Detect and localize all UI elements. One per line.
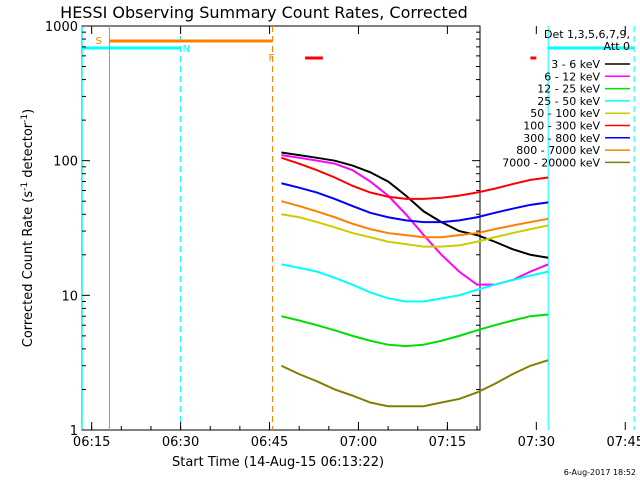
interval-annotations: N S F [81, 26, 635, 430]
y-axis-label-sup1: -1 [20, 182, 30, 191]
footer-date: 6-Aug-2017 18:52 [564, 468, 636, 477]
night-label: N [183, 44, 190, 55]
series-line [281, 213, 549, 248]
y-tick-label: 10 [61, 289, 78, 304]
y-axis-label-mid: detector [21, 122, 36, 182]
legend-label: 12 - 25 keV [537, 83, 600, 96]
series-layer [280, 151, 549, 408]
chart-title: HESSI Observing Summary Count Rates, Cor… [60, 3, 468, 22]
legend-label: 50 - 100 keV [530, 107, 600, 120]
flare-label: F [268, 53, 274, 64]
series-line [281, 154, 549, 286]
legend-label: 6 - 12 keV [544, 70, 600, 83]
y-axis-label-main: Corrected Count Rate (s [21, 191, 36, 348]
x-tick-label: 06:15 [73, 435, 110, 450]
x-axis-label: Start Time (14-Aug-15 06:13:22) [172, 455, 384, 470]
x-axis: 06:15 06:30 06:45 07:00 07:15 07:30 07:45 [73, 26, 640, 450]
legend-header-line-1: Det 1,3,5,6,7,9, [544, 28, 630, 41]
plot-frame [81, 25, 481, 431]
legend-label: 800 - 7000 keV [516, 144, 600, 157]
y-tick-label: 1 [70, 424, 78, 439]
x-tick-label: 07:00 [340, 435, 377, 450]
legend-label: 300 - 800 keV [523, 132, 600, 145]
series-line [281, 263, 549, 303]
x-tick-label: 07:15 [429, 435, 466, 450]
x-tick-label: 06:30 [162, 435, 199, 450]
x-tick-label: 06:45 [251, 435, 288, 450]
series-line [281, 182, 549, 224]
legend-header-line-2: Att 0 [604, 40, 630, 53]
series-line [281, 313, 549, 348]
series-line [280, 359, 549, 408]
x-tick-label: 07:45 [607, 435, 640, 450]
y-axis-label-end: ) [21, 109, 36, 114]
legend-label: 25 - 50 keV [537, 95, 600, 108]
series-line [281, 200, 549, 239]
legend-label: 100 - 300 keV [523, 120, 600, 133]
y-axis: 1 10 100 1000 [45, 20, 480, 439]
y-axis-label: Corrected Count Rate (s-1 detector-1) [20, 109, 36, 347]
legend-label: 7000 - 20000 keV [502, 156, 600, 169]
x-tick-label: 07:30 [518, 435, 555, 450]
y-axis-label-sup2: -1 [20, 114, 30, 123]
y-tick-label: 1000 [45, 20, 78, 35]
y-tick-label: 100 [53, 155, 78, 170]
saa-label: S [95, 36, 101, 47]
series-line [281, 151, 549, 259]
series-line [281, 156, 549, 200]
legend-label: 3 - 6 keV [551, 58, 600, 71]
